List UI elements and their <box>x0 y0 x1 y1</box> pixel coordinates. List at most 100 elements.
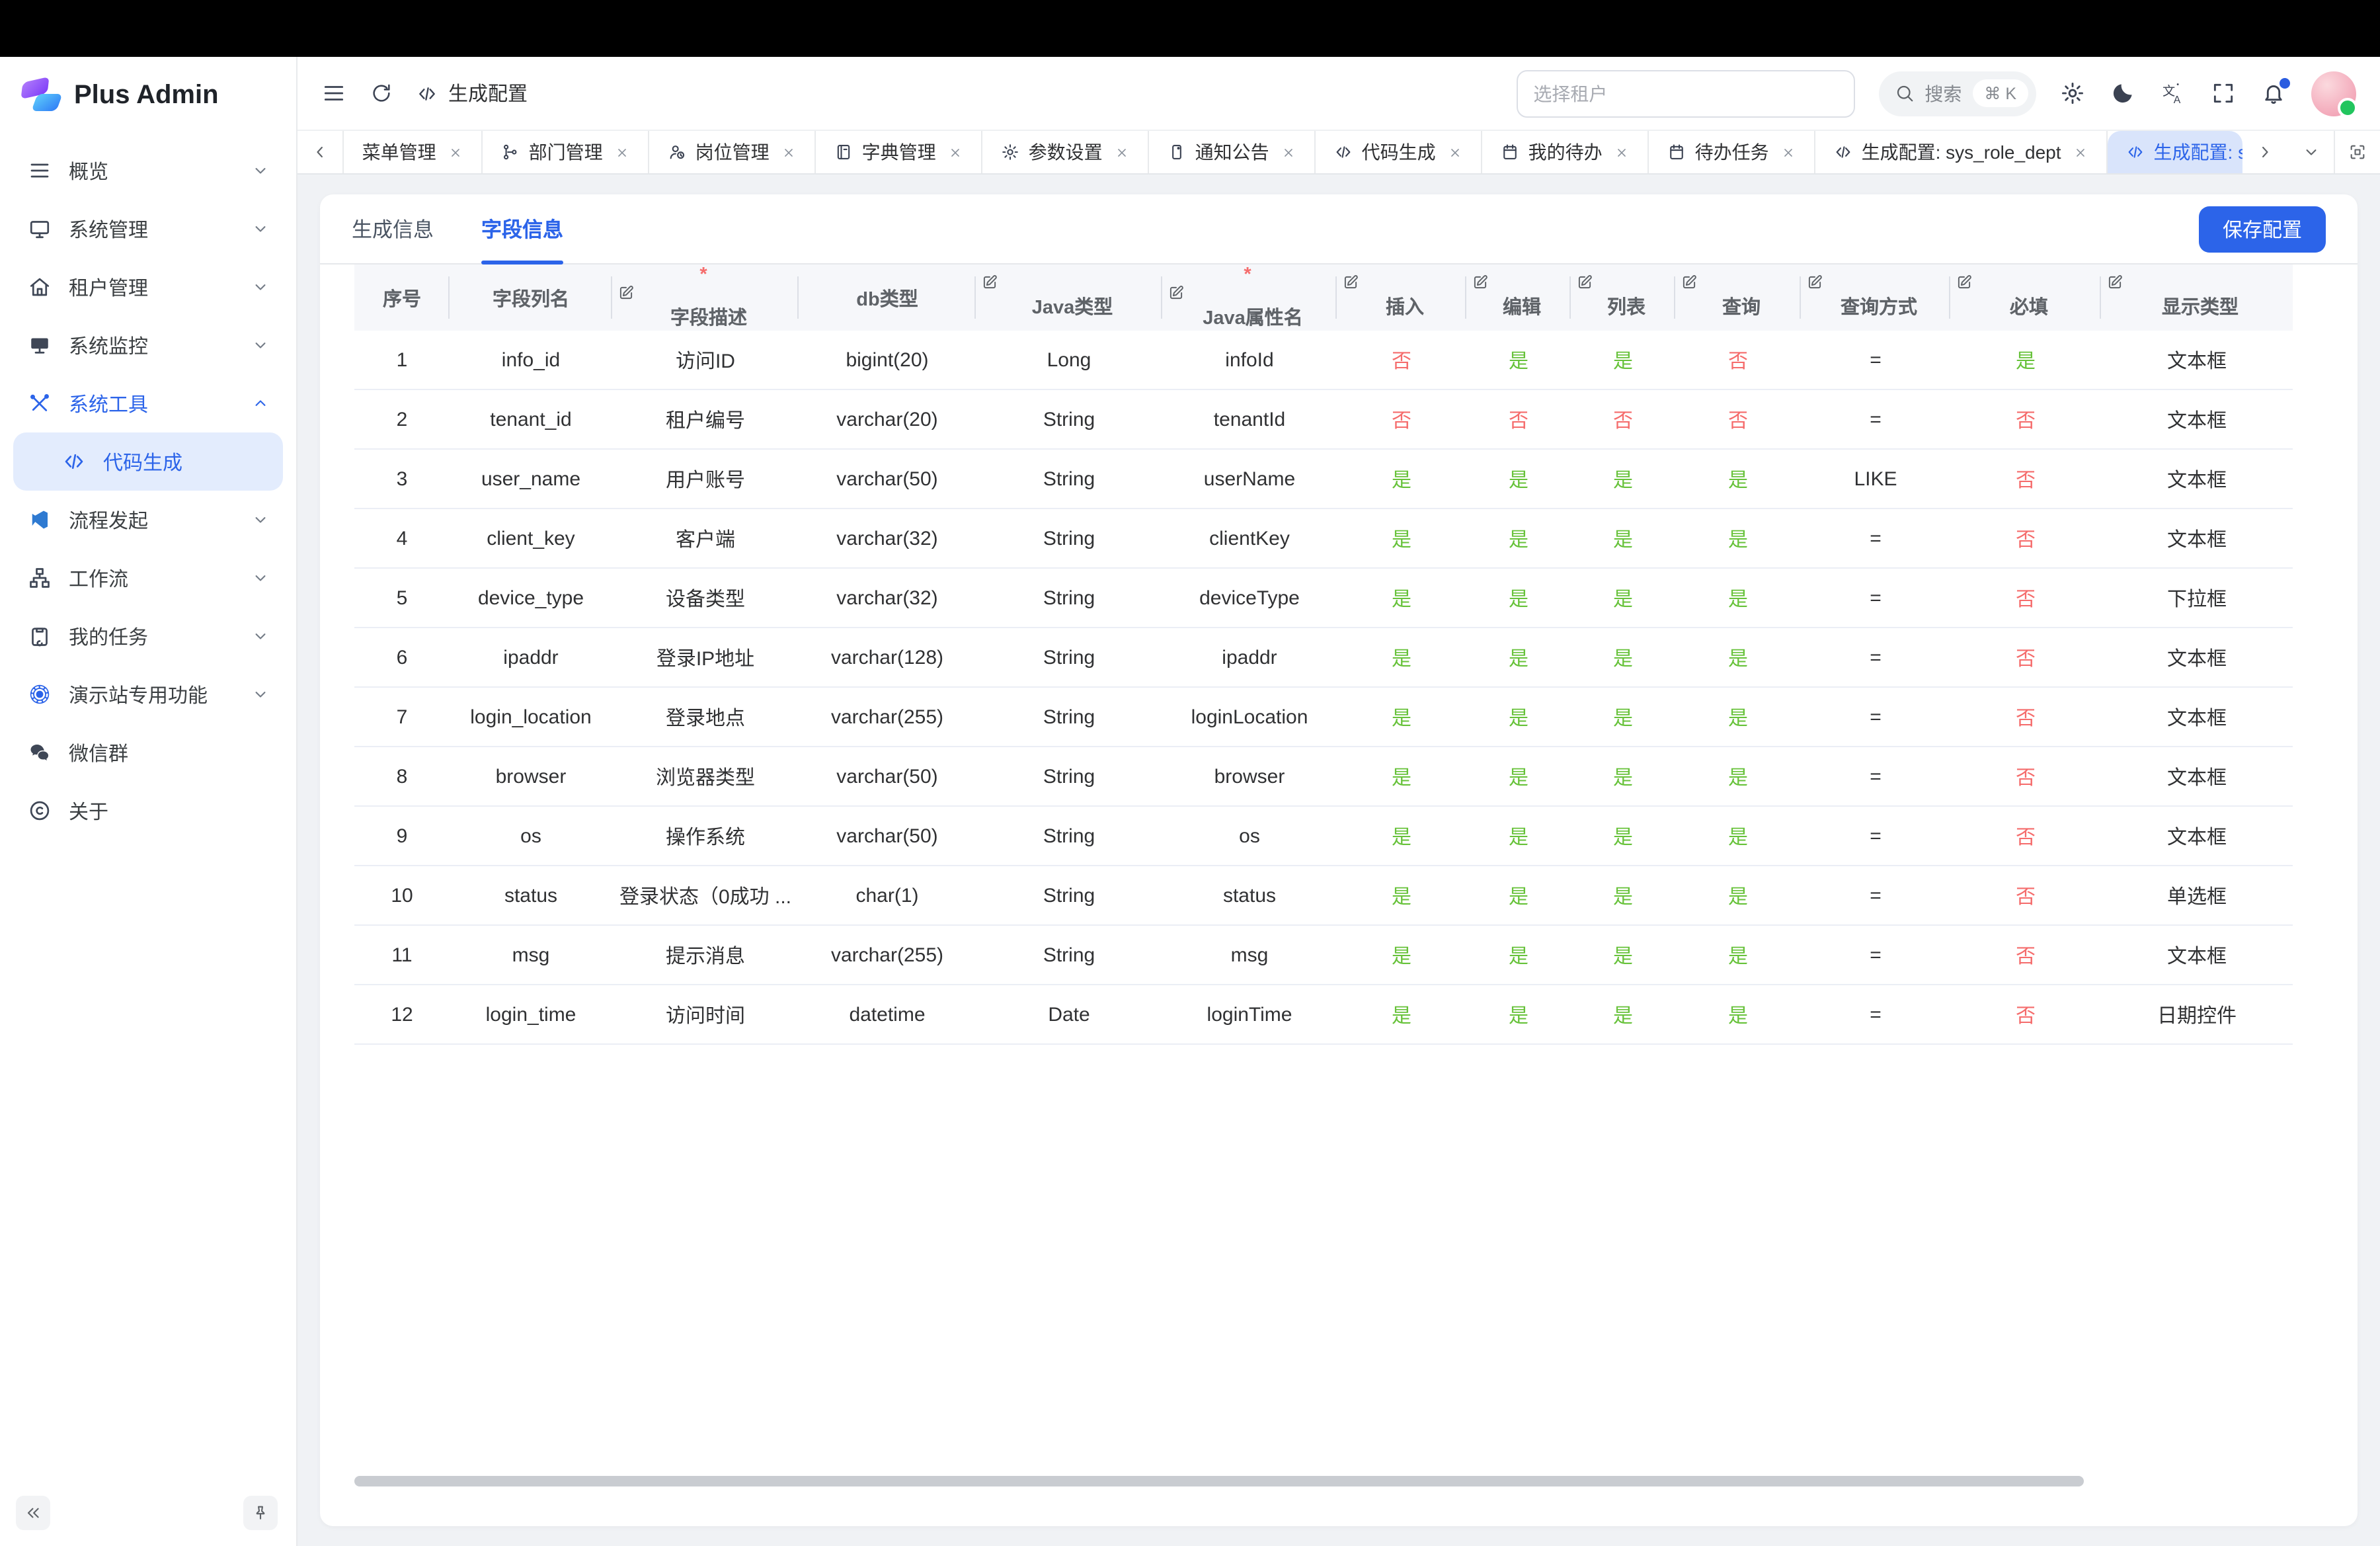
cell-查询方式[interactable]: = <box>1801 509 1950 569</box>
cell-显示类型[interactable]: 文本框 <box>2101 449 2293 509</box>
open-tab-4[interactable]: 字典管理 <box>816 131 982 173</box>
cell-查询[interactable]: 是 <box>1675 925 1801 985</box>
cell-必填[interactable]: 否 <box>1950 628 2101 688</box>
cell-插入[interactable]: 否 <box>1337 331 1466 390</box>
cell-插入[interactable]: 是 <box>1337 628 1466 688</box>
tenant-select-input[interactable] <box>1516 69 1855 117</box>
global-search[interactable]: 搜索 ⌘ K <box>1878 71 2036 116</box>
open-tab-9[interactable]: 待办任务 <box>1649 131 1815 173</box>
column-header-列表[interactable]: 列表 <box>1571 264 1675 331</box>
open-tab-1[interactable]: 菜单管理 <box>344 131 483 173</box>
cell-必填[interactable]: 否 <box>1950 925 2101 985</box>
cell-必填[interactable]: 否 <box>1950 687 2101 747</box>
cell-必填[interactable]: 否 <box>1950 449 2101 509</box>
cell-插入[interactable]: 是 <box>1337 449 1466 509</box>
cell-列表[interactable]: 是 <box>1571 628 1675 688</box>
close-icon[interactable] <box>1281 145 1296 159</box>
cell-编辑[interactable]: 是 <box>1466 568 1571 628</box>
column-header-查询[interactable]: 查询 <box>1675 264 1801 331</box>
close-icon[interactable] <box>1115 145 1129 159</box>
cell-编辑[interactable]: 是 <box>1466 747 1571 807</box>
close-icon[interactable] <box>2073 145 2088 159</box>
sidebar-item-wechat-group[interactable]: 微信群 <box>13 723 283 782</box>
notifications-bell-icon[interactable] <box>2261 77 2291 106</box>
cell-查询方式[interactable]: = <box>1801 389 1950 450</box>
column-header-查询方式[interactable]: 查询方式 <box>1801 264 1950 331</box>
close-icon[interactable] <box>1781 145 1796 159</box>
cell-查询方式[interactable]: = <box>1801 925 1950 985</box>
cell-查询[interactable]: 是 <box>1675 568 1801 628</box>
cell-列表[interactable]: 是 <box>1571 568 1675 628</box>
cell-列表[interactable]: 否 <box>1571 389 1675 450</box>
sidebar-pin-button[interactable] <box>243 1496 278 1530</box>
column-header-显示类型[interactable]: 显示类型 <box>2101 264 2293 331</box>
close-icon[interactable] <box>1614 145 1629 159</box>
cell-编辑[interactable]: 是 <box>1466 925 1571 985</box>
cell-插入[interactable]: 是 <box>1337 866 1466 926</box>
cell-查询[interactable]: 否 <box>1675 389 1801 450</box>
cell-必填[interactable]: 是 <box>1950 331 2101 390</box>
tabs-dropdown-button[interactable] <box>2288 131 2334 173</box>
close-icon[interactable] <box>615 145 629 159</box>
cell-查询[interactable]: 是 <box>1675 628 1801 688</box>
cell-插入[interactable]: 是 <box>1337 509 1466 569</box>
cell-必填[interactable]: 否 <box>1950 389 2101 450</box>
cell-编辑[interactable]: 是 <box>1466 331 1571 390</box>
sidebar-item-about[interactable]: 关于 <box>13 782 283 840</box>
cell-查询方式[interactable]: = <box>1801 568 1950 628</box>
cell-列表[interactable]: 是 <box>1571 747 1675 807</box>
dark-mode-moon-icon[interactable] <box>2110 81 2135 106</box>
cell-编辑[interactable]: 是 <box>1466 628 1571 688</box>
cell-插入[interactable]: 是 <box>1337 747 1466 807</box>
cell-查询[interactable]: 是 <box>1675 509 1801 569</box>
cell-显示类型[interactable]: 文本框 <box>2101 389 2293 450</box>
cell-显示类型[interactable]: 文本框 <box>2101 747 2293 807</box>
cell-查询[interactable]: 是 <box>1675 747 1801 807</box>
close-icon[interactable] <box>781 145 796 159</box>
cell-显示类型[interactable]: 单选框 <box>2101 866 2293 926</box>
cell-编辑[interactable]: 是 <box>1466 687 1571 747</box>
column-header-编辑[interactable]: 编辑 <box>1466 264 1571 331</box>
sidebar-item-flow-start[interactable]: 流程发起 <box>13 491 283 549</box>
open-tab-6[interactable]: 通知公告 <box>1149 131 1316 173</box>
cell-插入[interactable]: 是 <box>1337 806 1466 866</box>
cell-编辑[interactable]: 是 <box>1466 985 1571 1045</box>
cell-必填[interactable]: 否 <box>1950 747 2101 807</box>
refresh-button[interactable] <box>370 82 393 104</box>
sidebar-item-system-manage[interactable]: 系统管理 <box>13 200 283 258</box>
sidebar-item-workflow[interactable]: 工作流 <box>13 549 283 607</box>
cell-列表[interactable]: 是 <box>1571 509 1675 569</box>
column-header-必填[interactable]: 必填 <box>1950 264 2101 331</box>
cell-列表[interactable]: 是 <box>1571 687 1675 747</box>
cell-查询方式[interactable]: = <box>1801 747 1950 807</box>
tab-field-info[interactable]: 字段信息 <box>481 194 564 264</box>
column-header-Java属性名[interactable]: * Java属性名 <box>1162 264 1337 331</box>
cell-查询方式[interactable]: = <box>1801 866 1950 926</box>
cell-编辑[interactable]: 是 <box>1466 866 1571 926</box>
cell-查询[interactable]: 是 <box>1675 449 1801 509</box>
cell-必填[interactable]: 否 <box>1950 806 2101 866</box>
save-config-button[interactable]: 保存配置 <box>2198 206 2326 252</box>
cell-查询方式[interactable]: = <box>1801 985 1950 1045</box>
cell-插入[interactable]: 是 <box>1337 985 1466 1045</box>
open-tab-8[interactable]: 我的待办 <box>1482 131 1649 173</box>
cell-插入[interactable]: 否 <box>1337 389 1466 450</box>
cell-插入[interactable]: 是 <box>1337 687 1466 747</box>
cell-列表[interactable]: 是 <box>1571 449 1675 509</box>
cell-必填[interactable]: 否 <box>1950 509 2101 569</box>
cell-必填[interactable]: 否 <box>1950 985 2101 1045</box>
cell-编辑[interactable]: 是 <box>1466 509 1571 569</box>
column-header-字段描述[interactable]: * 字段描述 <box>612 264 799 331</box>
cell-显示类型[interactable]: 文本框 <box>2101 509 2293 569</box>
cell-查询[interactable]: 否 <box>1675 331 1801 390</box>
close-icon[interactable] <box>448 145 463 159</box>
cell-显示类型[interactable]: 下拉框 <box>2101 568 2293 628</box>
cell-查询方式[interactable]: = <box>1801 806 1950 866</box>
user-avatar[interactable] <box>2311 71 2358 117</box>
sidebar-item-my-tasks[interactable]: 我的任务 <box>13 607 283 665</box>
settings-gear-icon[interactable] <box>2060 81 2085 106</box>
menu-toggle-button[interactable] <box>321 81 346 106</box>
open-tab-7[interactable]: 代码生成 <box>1316 131 1482 173</box>
cell-插入[interactable]: 是 <box>1337 568 1466 628</box>
